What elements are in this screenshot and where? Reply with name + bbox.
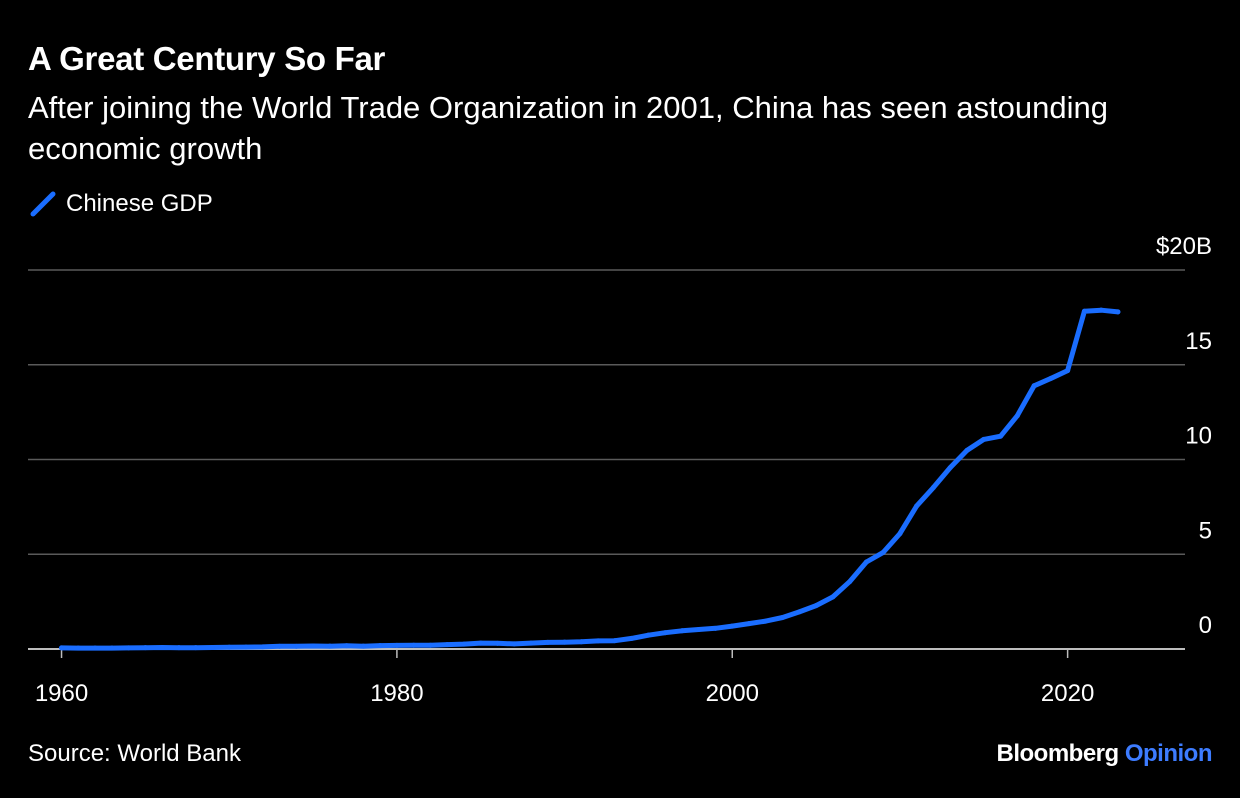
data-point xyxy=(444,642,450,648)
data-point xyxy=(461,641,467,647)
data-point xyxy=(394,642,400,648)
data-point xyxy=(344,643,350,649)
y-tick-label: 15 xyxy=(1185,328,1212,355)
y-tick-label: 0 xyxy=(1199,612,1212,639)
data-point xyxy=(1098,307,1104,313)
data-point xyxy=(176,645,182,651)
data-point xyxy=(327,643,333,649)
data-point xyxy=(411,642,417,648)
data-point xyxy=(310,643,316,649)
data-point xyxy=(696,626,702,632)
y-tick-label: 10 xyxy=(1185,423,1212,450)
data-point xyxy=(998,433,1004,439)
data-point xyxy=(260,644,266,650)
data-point xyxy=(578,639,584,645)
data-point xyxy=(562,639,568,645)
data-point xyxy=(763,618,769,624)
data-point xyxy=(595,638,601,644)
data-point xyxy=(645,632,651,638)
x-tick-label: 1960 xyxy=(35,680,88,707)
data-point xyxy=(914,503,920,509)
data-point xyxy=(277,643,283,649)
data-point xyxy=(1081,308,1087,314)
data-point xyxy=(193,645,199,651)
data-point xyxy=(377,643,383,649)
x-tick-label: 1980 xyxy=(370,680,423,707)
series-line-chinese-gdp xyxy=(59,307,1121,651)
data-point xyxy=(847,579,853,585)
data-point xyxy=(360,643,366,649)
data-point xyxy=(1115,309,1121,315)
data-point xyxy=(92,645,98,651)
data-point xyxy=(1014,413,1020,419)
data-point xyxy=(796,609,802,615)
data-point xyxy=(662,630,668,636)
data-point xyxy=(930,484,936,490)
data-point xyxy=(679,628,685,634)
data-point xyxy=(1065,368,1071,374)
data-point xyxy=(780,615,786,621)
data-point xyxy=(981,436,987,442)
chart-title: A Great Century So Far xyxy=(28,40,386,77)
data-point xyxy=(629,635,635,641)
data-point xyxy=(528,640,534,646)
data-point xyxy=(126,645,132,651)
y-tick-label: 5 xyxy=(1199,517,1212,544)
legend: Chinese GDP xyxy=(30,190,213,218)
x-tick-label: 2020 xyxy=(1041,680,1094,707)
data-point xyxy=(712,625,718,631)
data-point xyxy=(142,645,148,651)
data-point xyxy=(478,640,484,646)
data-point xyxy=(729,623,735,629)
data-point xyxy=(746,621,752,627)
data-point xyxy=(226,644,232,650)
data-point xyxy=(964,447,970,453)
data-point xyxy=(1031,383,1037,389)
legend-label: Chinese GDP xyxy=(66,190,213,217)
data-point xyxy=(209,644,215,650)
data-point xyxy=(427,642,433,648)
x-tick-label: 2000 xyxy=(706,680,759,707)
data-point xyxy=(813,603,819,609)
data-point xyxy=(880,549,886,555)
data-point xyxy=(830,594,836,600)
data-point xyxy=(293,643,299,649)
brand-accent: Opinion xyxy=(1124,740,1213,767)
data-point xyxy=(243,644,249,650)
data-point xyxy=(947,465,953,471)
data-point xyxy=(75,645,81,651)
data-point xyxy=(1048,375,1054,381)
data-point xyxy=(511,641,517,647)
data-point xyxy=(863,559,869,565)
brand-logo: Bloomberg Opinion xyxy=(997,740,1213,768)
brand-name: Bloomberg xyxy=(996,740,1120,767)
legend-line-icon xyxy=(30,191,56,217)
data-point xyxy=(59,645,65,651)
data-point xyxy=(612,638,618,644)
y-tick-label: $20B xyxy=(1156,233,1212,260)
data-point xyxy=(545,639,551,645)
source-note: Source: World Bank xyxy=(28,740,241,767)
chart-subtitle: After joining the World Trade Organizati… xyxy=(28,90,1108,166)
data-point xyxy=(897,531,903,537)
data-point xyxy=(159,644,165,650)
data-point xyxy=(109,645,115,651)
data-point xyxy=(495,640,501,646)
